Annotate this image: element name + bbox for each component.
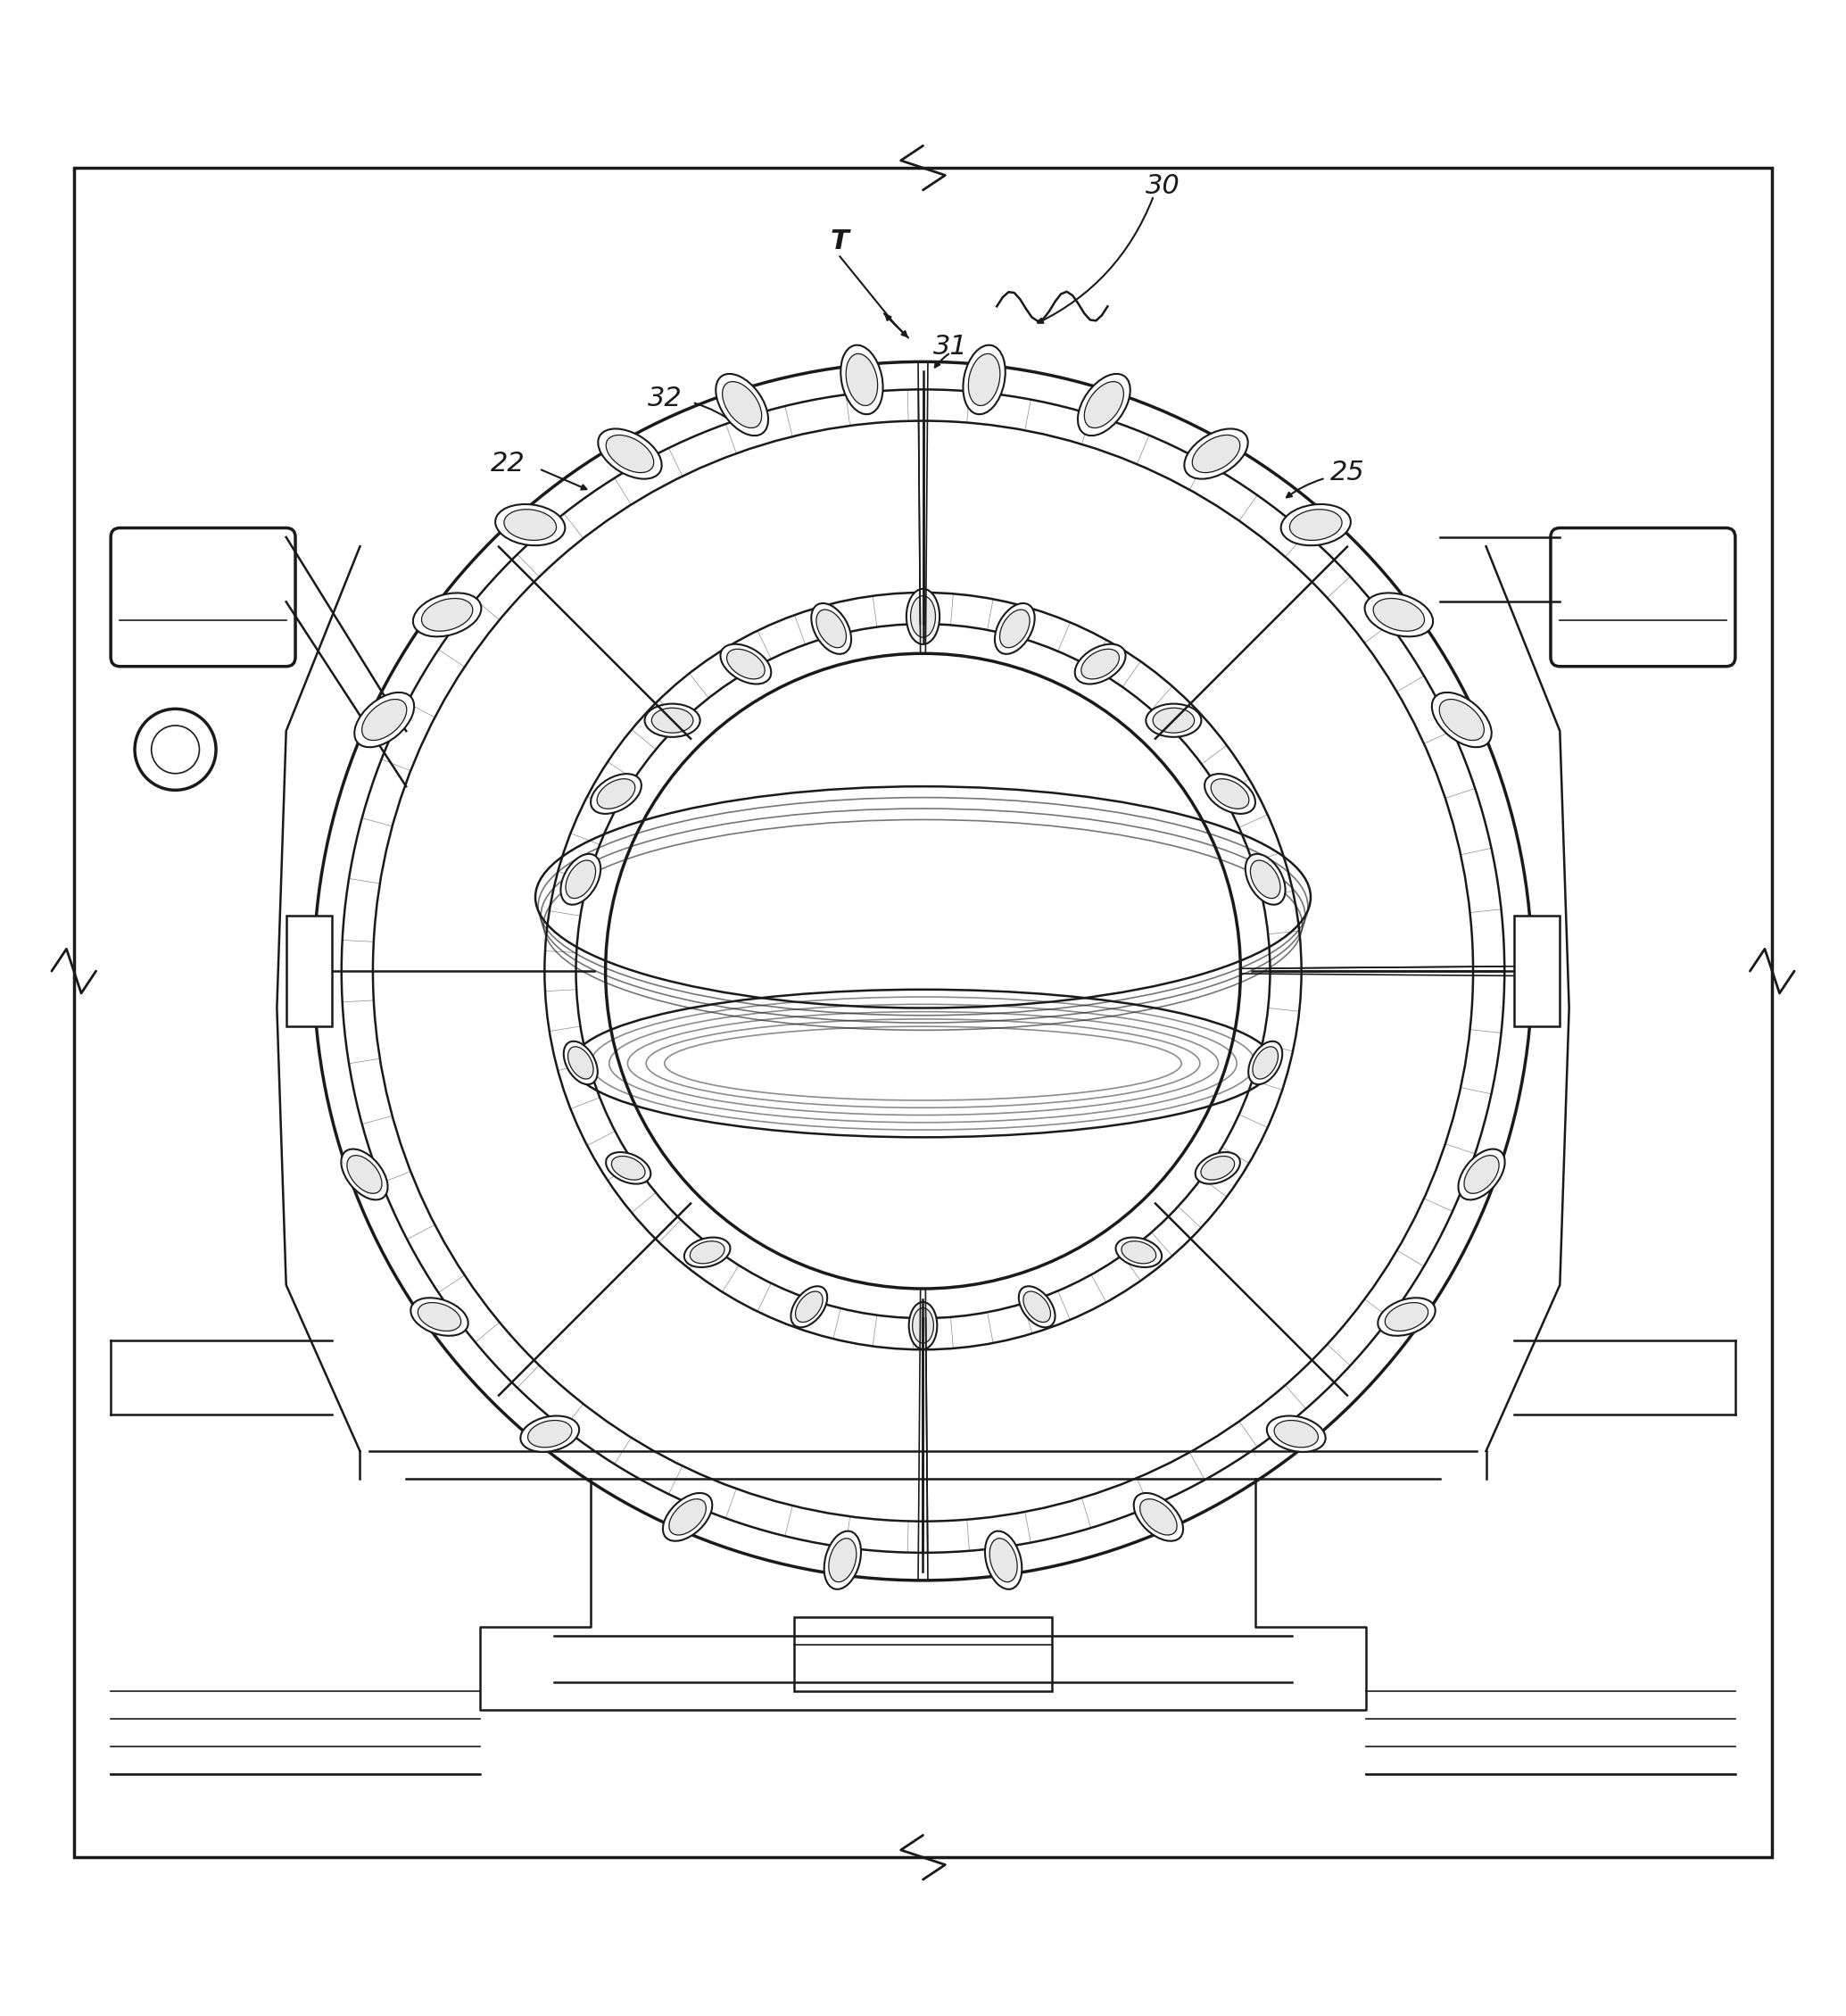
Ellipse shape bbox=[596, 778, 635, 808]
Ellipse shape bbox=[569, 1046, 593, 1079]
Ellipse shape bbox=[652, 708, 692, 734]
Ellipse shape bbox=[685, 1238, 731, 1268]
Ellipse shape bbox=[1464, 1155, 1499, 1193]
Ellipse shape bbox=[1250, 861, 1281, 899]
Ellipse shape bbox=[414, 593, 482, 637]
Bar bbox=[1514, 915, 1560, 1026]
Ellipse shape bbox=[342, 1149, 388, 1200]
Text: 31: 31 bbox=[934, 335, 967, 361]
Ellipse shape bbox=[1205, 774, 1255, 814]
Ellipse shape bbox=[1432, 691, 1492, 748]
Text: 25: 25 bbox=[1331, 460, 1364, 486]
Ellipse shape bbox=[845, 353, 877, 405]
Text: 32: 32 bbox=[648, 385, 681, 411]
Ellipse shape bbox=[362, 700, 406, 740]
Ellipse shape bbox=[1185, 429, 1248, 480]
Ellipse shape bbox=[720, 643, 772, 683]
Text: 30: 30 bbox=[1146, 173, 1180, 200]
Ellipse shape bbox=[1139, 1500, 1178, 1534]
Ellipse shape bbox=[1384, 1302, 1429, 1331]
Ellipse shape bbox=[565, 861, 596, 899]
Ellipse shape bbox=[504, 510, 556, 540]
Ellipse shape bbox=[1458, 1149, 1504, 1200]
Ellipse shape bbox=[354, 691, 414, 748]
Text: 22: 22 bbox=[491, 450, 524, 476]
Ellipse shape bbox=[598, 429, 661, 480]
Ellipse shape bbox=[964, 345, 1006, 413]
Ellipse shape bbox=[561, 855, 600, 905]
Ellipse shape bbox=[989, 1538, 1017, 1583]
Ellipse shape bbox=[816, 609, 845, 647]
Ellipse shape bbox=[1146, 704, 1202, 738]
Ellipse shape bbox=[1154, 708, 1194, 734]
Ellipse shape bbox=[1115, 1238, 1161, 1268]
Ellipse shape bbox=[611, 1155, 644, 1179]
Ellipse shape bbox=[1133, 1494, 1183, 1540]
Ellipse shape bbox=[716, 373, 768, 435]
Ellipse shape bbox=[668, 1500, 707, 1534]
Ellipse shape bbox=[1266, 1415, 1325, 1452]
Circle shape bbox=[135, 710, 216, 790]
Ellipse shape bbox=[969, 353, 1001, 405]
Bar bbox=[794, 1617, 1052, 1691]
Ellipse shape bbox=[1082, 649, 1119, 679]
Ellipse shape bbox=[840, 345, 882, 413]
Ellipse shape bbox=[528, 1421, 572, 1447]
Ellipse shape bbox=[421, 599, 473, 631]
Ellipse shape bbox=[1122, 1242, 1156, 1264]
Ellipse shape bbox=[521, 1415, 580, 1452]
Ellipse shape bbox=[1373, 599, 1425, 631]
Ellipse shape bbox=[796, 1292, 823, 1322]
Ellipse shape bbox=[1001, 609, 1030, 647]
Ellipse shape bbox=[995, 603, 1036, 653]
Ellipse shape bbox=[605, 435, 653, 472]
Ellipse shape bbox=[790, 1286, 827, 1327]
Ellipse shape bbox=[1290, 510, 1342, 540]
Ellipse shape bbox=[1193, 435, 1241, 472]
Ellipse shape bbox=[663, 1494, 713, 1540]
Ellipse shape bbox=[1364, 593, 1432, 637]
FancyBboxPatch shape bbox=[111, 528, 295, 667]
Ellipse shape bbox=[1196, 1153, 1241, 1183]
Ellipse shape bbox=[908, 1302, 938, 1349]
Ellipse shape bbox=[563, 1040, 598, 1085]
Ellipse shape bbox=[1246, 855, 1285, 905]
Ellipse shape bbox=[690, 1242, 724, 1264]
Ellipse shape bbox=[906, 589, 940, 645]
Ellipse shape bbox=[829, 1538, 857, 1583]
Ellipse shape bbox=[644, 704, 700, 738]
Ellipse shape bbox=[1078, 373, 1130, 435]
Ellipse shape bbox=[495, 504, 565, 546]
Ellipse shape bbox=[912, 1308, 934, 1343]
Ellipse shape bbox=[1074, 643, 1126, 683]
FancyBboxPatch shape bbox=[1551, 528, 1735, 667]
Ellipse shape bbox=[986, 1530, 1023, 1589]
Circle shape bbox=[151, 726, 199, 774]
Ellipse shape bbox=[1084, 381, 1124, 427]
Bar bbox=[286, 915, 332, 1026]
Ellipse shape bbox=[1274, 1421, 1318, 1447]
Ellipse shape bbox=[1019, 1286, 1056, 1327]
Ellipse shape bbox=[910, 597, 936, 637]
Ellipse shape bbox=[1377, 1298, 1436, 1337]
Ellipse shape bbox=[410, 1298, 469, 1337]
Text: T: T bbox=[831, 228, 849, 254]
Ellipse shape bbox=[722, 381, 762, 427]
Ellipse shape bbox=[347, 1155, 382, 1193]
Ellipse shape bbox=[605, 1153, 650, 1183]
Ellipse shape bbox=[1253, 1046, 1277, 1079]
Ellipse shape bbox=[727, 649, 764, 679]
Ellipse shape bbox=[1202, 1155, 1235, 1179]
Ellipse shape bbox=[823, 1530, 860, 1589]
Ellipse shape bbox=[417, 1302, 462, 1331]
Ellipse shape bbox=[591, 774, 641, 814]
Ellipse shape bbox=[1281, 504, 1351, 546]
Ellipse shape bbox=[1023, 1292, 1050, 1322]
Ellipse shape bbox=[810, 603, 851, 653]
Ellipse shape bbox=[1440, 700, 1484, 740]
Ellipse shape bbox=[1211, 778, 1250, 808]
Ellipse shape bbox=[1248, 1040, 1283, 1085]
